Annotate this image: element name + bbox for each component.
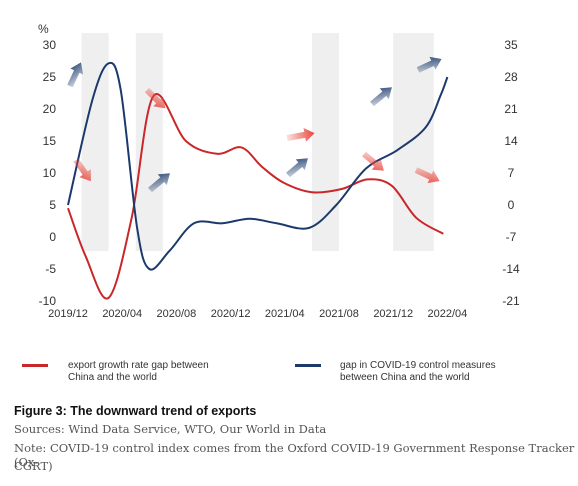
legend-label-line: China and the world [68,372,157,383]
right-tick-label: 7 [508,166,515,180]
figure-sources: Sources: Wind Data Service, WTO, Our Wor… [14,422,327,436]
blue-up-arrow-icon [67,62,84,88]
left-axis-ticks: 30 25 20 15 10 5 0 -5 -10 [39,38,57,308]
right-tick-label: 35 [504,38,518,52]
figure-note-continued: CGRT) [14,459,53,473]
red-up-arrow-icon [286,127,315,142]
left-tick-label: 15 [43,134,57,148]
left-tick-label: 0 [49,230,56,244]
right-tick-label: 0 [508,198,515,212]
shaded-periods [81,33,434,251]
x-tick-label: 2022/04 [428,308,468,320]
right-tick-label: -14 [502,262,520,276]
legend-swatch-export-growth [22,364,48,367]
red-down-arrow-icon [144,87,166,109]
left-tick-label: 25 [43,70,57,84]
left-tick-label: 20 [43,102,57,116]
figure-note: Note: COVID-19 control index comes from … [14,441,575,469]
x-tick-label: 2020/04 [102,308,142,320]
x-tick-label: 2020/08 [157,308,197,320]
blue-up-arrow-icon [416,56,442,73]
right-tick-label: 21 [504,102,518,116]
left-tick-label: 30 [43,38,57,52]
left-tick-label: 10 [43,166,57,180]
left-tick-label: 5 [49,198,56,212]
right-tick-label: -7 [506,230,517,244]
shaded-period-band [311,33,339,251]
blue-up-arrow-icon [148,173,170,193]
trend-arrows [67,56,442,193]
series-covid-control-line [67,61,449,271]
x-axis-ticks: 2019/12 2020/04 2020/08 2020/12 2021/04 2021/… [48,308,467,320]
legend-swatch-covid-control [295,364,321,367]
legend-label-line: export growth rate gap between [68,360,209,371]
blue-up-arrow-icon [370,87,392,107]
shaded-period-band [135,33,163,251]
x-tick-label: 2021/04 [265,308,305,320]
left-tick-label: -5 [45,262,56,276]
right-tick-label: -21 [502,294,520,308]
right-axis-ticks: 35 28 21 14 7 0 -7 -14 -21 [502,38,520,308]
x-tick-label: 2019/12 [48,308,88,320]
red-down-arrow-icon [362,151,384,171]
blue-up-arrow-icon [286,158,308,178]
x-tick-label: 2020/12 [211,308,251,320]
legend-label-line: gap in COVID-19 control measures [340,360,496,371]
x-tick-label: 2021/12 [373,308,413,320]
right-tick-label: 14 [504,134,518,148]
left-tick-label: -10 [39,294,57,308]
legend-label-line: between China and the world [340,372,470,383]
red-down-arrow-icon [414,167,440,184]
x-tick-label: 2021/08 [319,308,359,320]
legend-label-export-growth: export growth rate gap between China and… [68,360,258,384]
legend-label-covid-control: gap in COVID-19 control measures between… [340,360,560,384]
series-export-growth-line [67,93,444,300]
left-axis-unit: % [38,22,49,36]
chart-svg: % 30 25 20 15 10 5 0 -5 -10 35 28 21 14 7 0 -7 -14 -21 2… [38,22,520,320]
red-down-arrow-icon [73,158,91,182]
right-tick-label: 28 [504,70,518,84]
figure-title: Figure 3: The downward trend of exports [14,404,257,418]
